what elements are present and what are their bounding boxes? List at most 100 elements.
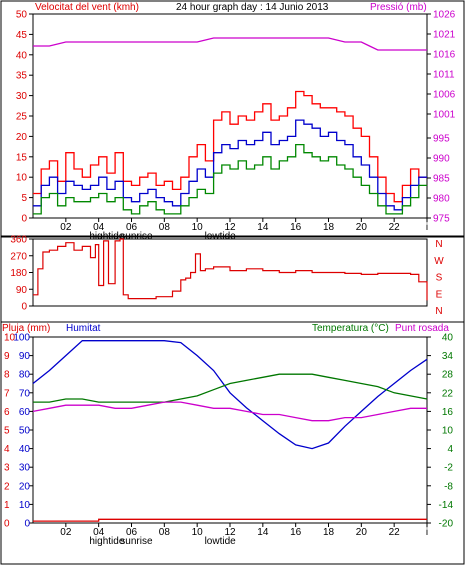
y2-tick-label: 1001 (433, 110, 456, 121)
y2-tick-label: 995 (433, 134, 450, 145)
hum-tick-label: 70 (19, 388, 31, 399)
rain-tick-label: 10 (4, 333, 16, 344)
y2-tick-label: 980 (433, 194, 450, 205)
y2-tick-label: 1021 (433, 30, 456, 41)
compass-letter: W (434, 256, 444, 267)
x-tick-label: 06 (126, 222, 138, 233)
series-humidity (32, 340, 428, 450)
temp-tick-label: 22 (442, 388, 454, 399)
x-tick-label: 20 (356, 527, 368, 538)
dir-tick-label: 0 (21, 302, 27, 313)
series-gust (33, 90, 427, 203)
x-tick-label: 12 (224, 527, 236, 538)
panel-frame (0, 0, 465, 238)
temp-tick-label: 34 (442, 351, 454, 362)
y-tick-label: 50 (16, 10, 28, 21)
series-temperature (33, 373, 428, 403)
x-tick-label: 10 (192, 527, 204, 538)
x-tick-label: 18 (323, 222, 335, 233)
rain-tick-label: 5 (4, 426, 10, 437)
y2-tick-label: 1006 (433, 90, 456, 101)
event-label-sunrise: sunrise (120, 536, 153, 547)
hum-tick-label: 0 (24, 519, 30, 530)
y-tick-label: 10 (16, 173, 28, 184)
x-tick-label: 16 (290, 527, 302, 538)
x-tick-label: 08 (159, 222, 171, 233)
y-tick-label: 15 (16, 152, 28, 163)
temp-tick-label: -8 (444, 481, 453, 492)
hum-tick-label: 20 (19, 481, 31, 492)
hum-tick-label: 60 (19, 407, 31, 418)
series-direction (33, 238, 428, 301)
y-tick-label: 25 (16, 112, 28, 123)
top-left-title: Velocitat del vent (kmh) (35, 2, 139, 13)
rain-tick-label: 9 (4, 351, 10, 362)
rain-tick-label: 3 (4, 463, 10, 474)
y-tick-label: 30 (16, 91, 28, 102)
rain-tick-label: 7 (4, 388, 10, 399)
series-rain (33, 518, 427, 522)
x-tick-label: 14 (257, 527, 269, 538)
temp-tick-label: -20 (439, 519, 454, 530)
hum-tick-label: 50 (19, 426, 31, 437)
plot-area (32, 238, 428, 307)
y2-tick-label: 1026 (433, 10, 456, 21)
rain-tick-label: 0 (4, 519, 10, 530)
rain-tick-label: 6 (4, 407, 10, 418)
x-tick-label: 04 (93, 527, 105, 538)
x-tick-label: 14 (257, 222, 269, 233)
hum-tick-label: 10 (19, 500, 31, 511)
y-tick-label: 35 (16, 71, 28, 82)
temp-tick-label: 10 (442, 426, 454, 437)
x-tick-label: i (426, 527, 428, 538)
x-tick-label: 22 (389, 527, 401, 538)
y2-tick-label: 975 (433, 214, 450, 225)
temp-tick-label: 28 (442, 370, 454, 381)
compass-letter: N (435, 239, 442, 250)
series-average (33, 119, 427, 211)
series-low (33, 143, 427, 215)
dir-tick-label: 180 (10, 268, 27, 279)
y2-tick-label: 1016 (433, 50, 456, 61)
y-tick-label: 0 (21, 214, 27, 225)
x-tick-label: 20 (356, 222, 368, 233)
event-label-lowtide: lowtide (205, 536, 237, 547)
temp-tick-label: 16 (442, 407, 454, 418)
bottom-left-title-1: Pluja (mm) (2, 323, 50, 334)
event-label-lowtide: lowtide (205, 231, 237, 242)
temp-tick-label: 40 (442, 333, 454, 344)
rain-tick-label: 1 (4, 500, 10, 511)
x-tick-label: 02 (60, 222, 72, 233)
top-right-title: Pressió (mb) (370, 2, 427, 13)
event-label-hightide: hightide (89, 536, 124, 547)
x-tick-label: 06 (126, 527, 138, 538)
y2-tick-label: 985 (433, 174, 450, 185)
x-tick-label: i (426, 222, 428, 233)
x-tick-label: 12 (224, 222, 236, 233)
dir-tick-label: 270 (10, 251, 27, 262)
y2-tick-label: 1011 (433, 70, 455, 81)
compass-letter: S (436, 273, 443, 284)
bottom-left-title-2: Humitat (66, 323, 101, 334)
rain-tick-label: 2 (4, 481, 10, 492)
event-label-hightide: hightide (89, 231, 124, 242)
series-pressure (33, 37, 427, 51)
hum-tick-label: 40 (19, 444, 31, 455)
dir-tick-label: 360 (10, 235, 27, 246)
hum-tick-label: 80 (19, 370, 31, 381)
x-tick-label: 02 (60, 527, 72, 538)
dir-tick-label: 90 (16, 285, 28, 296)
bottom-right-title-1: Temperatura (°C) (312, 323, 389, 334)
temp-tick-label: -14 (439, 500, 454, 511)
hum-tick-label: 100 (13, 333, 30, 344)
y-tick-label: 20 (16, 132, 28, 143)
x-tick-label: 10 (192, 222, 204, 233)
top-center-title: 24 hour graph day : 14 Junio 2013 (176, 2, 329, 13)
x-tick-label: 22 (389, 222, 401, 233)
compass-letter: N (435, 306, 442, 317)
hum-tick-label: 30 (19, 463, 31, 474)
hum-tick-label: 90 (19, 351, 31, 362)
x-tick-label: 16 (290, 222, 302, 233)
